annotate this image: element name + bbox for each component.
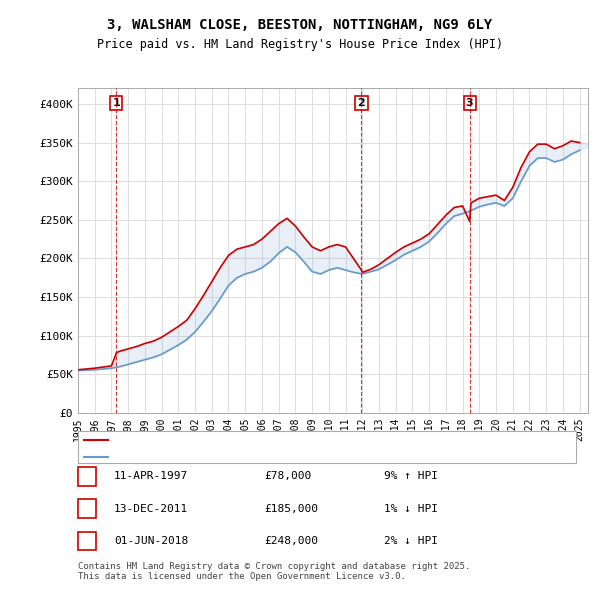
Text: £185,000: £185,000	[264, 504, 318, 513]
Text: £248,000: £248,000	[264, 536, 318, 546]
Text: 9% ↑ HPI: 9% ↑ HPI	[384, 471, 438, 481]
Text: 11-APR-1997: 11-APR-1997	[114, 471, 188, 481]
Text: 3: 3	[83, 536, 90, 546]
Text: 1: 1	[112, 98, 120, 108]
Text: 1% ↓ HPI: 1% ↓ HPI	[384, 504, 438, 513]
Text: 1: 1	[83, 471, 90, 481]
Text: 3, WALSHAM CLOSE, BEESTON, NOTTINGHAM, NG9 6LY (detached house): 3, WALSHAM CLOSE, BEESTON, NOTTINGHAM, N…	[114, 435, 508, 444]
Text: 3: 3	[466, 98, 473, 108]
Text: HPI: Average price, detached house, Broxtowe: HPI: Average price, detached house, Brox…	[114, 453, 389, 462]
Text: 2: 2	[358, 98, 365, 108]
Text: 2: 2	[83, 504, 90, 513]
Text: 2% ↓ HPI: 2% ↓ HPI	[384, 536, 438, 546]
Text: 13-DEC-2011: 13-DEC-2011	[114, 504, 188, 513]
Text: 3, WALSHAM CLOSE, BEESTON, NOTTINGHAM, NG9 6LY: 3, WALSHAM CLOSE, BEESTON, NOTTINGHAM, N…	[107, 18, 493, 32]
Text: £78,000: £78,000	[264, 471, 311, 481]
Text: 01-JUN-2018: 01-JUN-2018	[114, 536, 188, 546]
Text: Contains HM Land Registry data © Crown copyright and database right 2025.
This d: Contains HM Land Registry data © Crown c…	[78, 562, 470, 581]
Text: Price paid vs. HM Land Registry's House Price Index (HPI): Price paid vs. HM Land Registry's House …	[97, 38, 503, 51]
